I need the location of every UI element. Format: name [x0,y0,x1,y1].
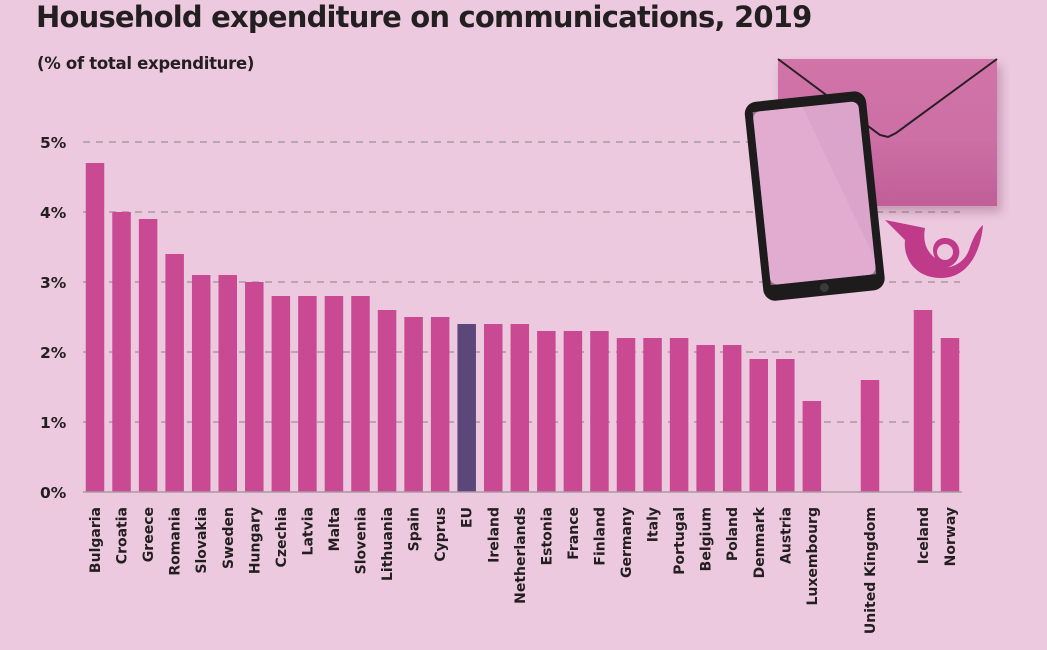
bar-slovakia [191,275,211,492]
communications-illustration [744,58,998,301]
x-tick-label: Poland [725,507,741,561]
y-tick-label: 1% [40,414,67,432]
chart-title: Household expenditure on communications,… [36,0,812,34]
y-axis-ticks: 0% 1% 2% 3% 4% 5% [40,134,67,502]
bar-belgium [696,345,715,492]
bar-spain [404,317,423,492]
bar-italy [643,338,662,492]
bar-luxembourg [802,401,822,492]
chart-subtitle: (% of total expenditure) [37,54,255,73]
x-tick-label: Sweden [221,507,237,569]
y-tick-label: 4% [40,204,67,222]
bar-eu [457,324,476,492]
y-tick-label: 0% [40,484,67,502]
x-tick-label: Latvia [300,507,316,555]
x-tick-label: United Kingdom [863,507,879,634]
x-tick-label: Luxembourg [805,507,821,606]
x-tick-label: Finland [592,507,608,566]
bar-portugal [669,338,689,492]
x-tick-label: France [566,507,582,560]
bar-estonia [537,331,556,492]
bar-romania [165,254,184,492]
bar-lithuania [377,310,397,492]
post-horn-icon [885,220,983,278]
bar-united-kingdom [860,380,880,492]
bar-netherlands [510,324,530,492]
bar-bulgaria [85,163,105,492]
x-tick-label: Hungary [247,507,263,574]
bar-greece [138,219,158,492]
x-tick-label: Malta [327,507,343,551]
x-tick-label: Estonia [539,507,555,565]
x-tick-label: Greece [141,507,157,562]
bar-malta [324,296,344,492]
x-tick-label: Denmark [752,506,768,578]
bar-slovenia [351,296,370,492]
x-tick-label: Norway [943,507,959,566]
x-tick-label: Bulgaria [88,507,104,573]
x-tick-label: Netherlands [513,507,529,604]
bar-sweden [218,275,237,492]
x-tick-label: Austria [778,507,794,564]
x-tick-label: Ireland [486,507,502,563]
x-tick-label: Cyprus [433,507,449,562]
x-tick-label: Czechia [274,507,290,567]
bar-austria [776,359,795,492]
bar-hungary [245,282,264,492]
bar-france [563,331,583,492]
bar-finland [590,331,609,492]
bar-latvia [298,296,317,492]
bar-czechia [271,296,291,492]
bars [85,163,960,492]
bar-germany [616,338,636,492]
x-tick-label: EU [460,507,476,528]
x-tick-label: Belgium [699,507,715,571]
x-tick-label: Italy [646,507,662,542]
y-tick-label: 3% [40,274,67,292]
x-tick-label: Romania [168,507,184,576]
bar-poland [722,345,742,492]
bar-norway [940,338,960,492]
x-tick-label: Croatia [115,507,131,564]
x-tick-label: Iceland [916,507,932,564]
x-tick-label: Spain [407,507,423,551]
bar-iceland [913,310,933,492]
x-tick-label: Lithuania [380,507,396,581]
y-tick-label: 5% [40,134,67,152]
x-tick-label: Slovakia [194,507,210,574]
x-tick-label: Germany [619,507,635,578]
x-axis-labels: Bulgaria Croatia Greece Romania Slovakia Swed… [88,506,959,634]
x-tick-label: Slovenia [354,507,370,574]
x-tick-label: Portugal [672,507,688,575]
bar-croatia [112,212,131,492]
bar-ireland [484,324,503,492]
tablet-icon [744,91,885,301]
bar-denmark [749,359,768,492]
y-tick-label: 2% [40,344,67,362]
bar-cyprus [430,317,450,492]
